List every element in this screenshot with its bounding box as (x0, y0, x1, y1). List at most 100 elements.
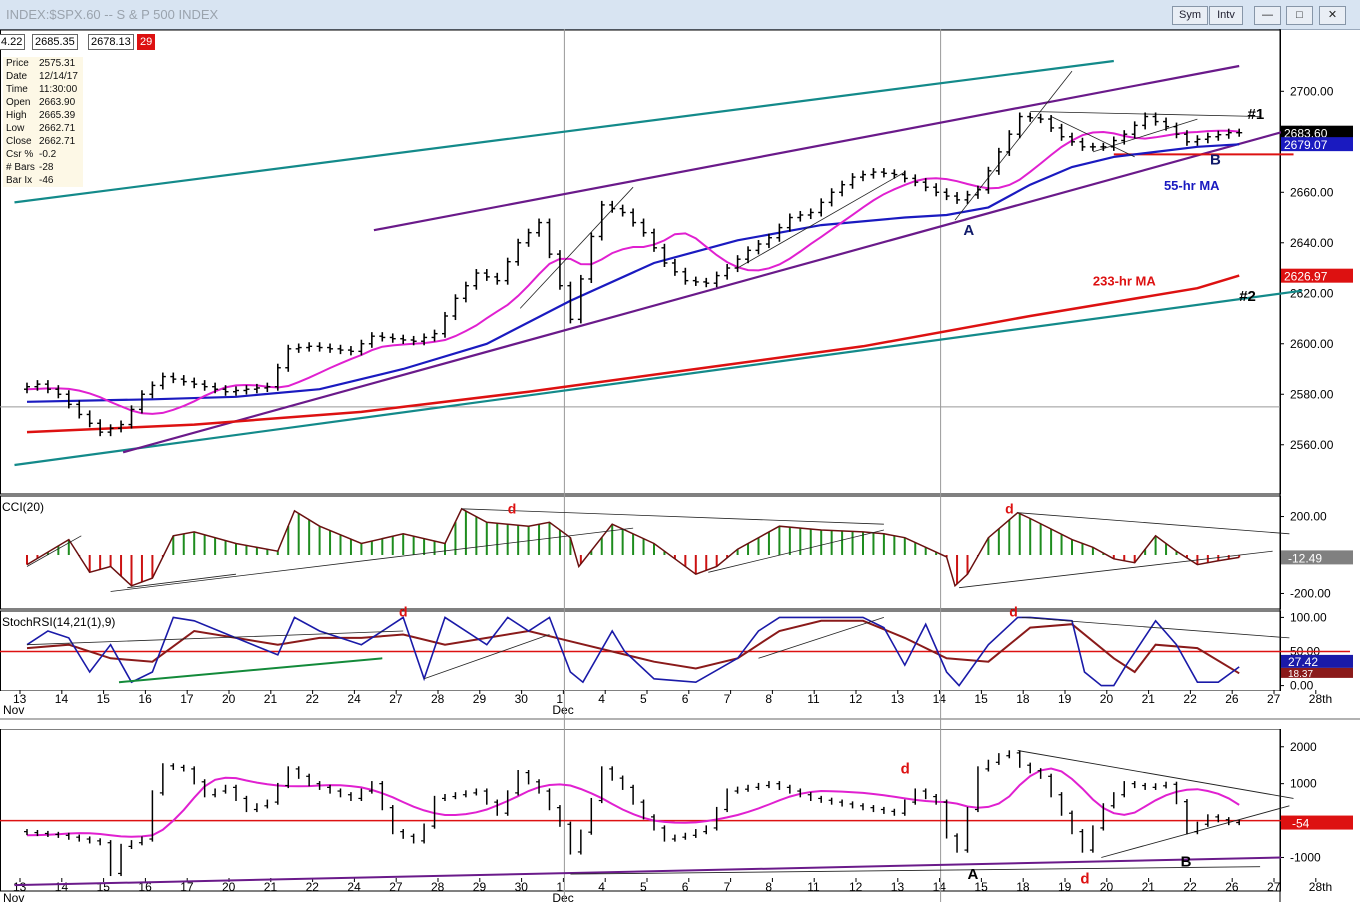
window-titlebar: INDEX:$SPX.60 -- S & P 500 INDEX Sym Int… (0, 0, 1360, 30)
stochrsi-signal-label: 18.37 (1288, 669, 1313, 680)
breadth-annotation: A (968, 866, 979, 883)
date-axis-tick-label: 14 (55, 692, 69, 706)
date-axis-tick-label: 4 (598, 692, 605, 706)
ma233-line (26, 274, 1240, 434)
stochrsi-line (26, 616, 1240, 687)
data-box-label: Price (6, 58, 29, 69)
date-axis-bottom-tick-label: 11 (807, 880, 820, 894)
trendline (519, 186, 634, 309)
stochrsi-title: StochRSI(14,21(1),9) (2, 615, 115, 629)
date-axis-tick-label: 19 (1058, 692, 1072, 706)
last-value-label: 2679.07 (1284, 138, 1328, 152)
y-tick-label: 0.00 (1290, 679, 1314, 693)
date-axis-tick-label: 1 (556, 692, 563, 706)
data-box-label: Open (6, 97, 31, 108)
data-box-row: High 2665.39 (3, 109, 83, 122)
date-axis-tick-label: 7 (724, 692, 731, 706)
data-box-value: -28 (39, 162, 54, 173)
toolbar-value-low: 2678.13 (88, 34, 134, 50)
minimize-icon[interactable]: — (1254, 6, 1281, 25)
restore-icon[interactable]: □ (1286, 6, 1313, 25)
price-annotation: 233-hr MA (1093, 274, 1156, 289)
date-axis-bottom-tick-label: 20 (1100, 880, 1114, 894)
stochrsi-annotation: d (399, 604, 408, 620)
trendline (1050, 116, 1135, 158)
date-axis-tick-label: 14 (933, 692, 947, 706)
date-axis-tick-label: 29 (473, 692, 487, 706)
date-axis-bottom-tick-label: 22 (306, 880, 320, 894)
breadth-annotation: B (1181, 854, 1192, 871)
date-axis-tick-label: 13 (13, 692, 27, 706)
data-box-value: 2665.39 (39, 110, 76, 121)
date-axis-tick-label: 15 (974, 692, 988, 706)
date-axis-bottom-tick-label: 13 (13, 880, 27, 894)
teal-channel-line (14, 289, 1303, 467)
data-box-value: 2575.31 (39, 58, 76, 69)
date-axis-bottom-tick-label: 7 (724, 880, 731, 894)
data-box-row: Time 11:30:00 (3, 83, 83, 96)
y-tick-label: 2000 (1290, 740, 1317, 754)
date-axis-bottom-tick-label: 15 (974, 880, 988, 894)
date-axis-month-label: Dec (552, 703, 573, 717)
date-axis-bottom-tick-label: 21 (1142, 880, 1156, 894)
date-axis-bottom-tick-label: 13 (891, 880, 905, 894)
date-axis-bottom-tick-label: 4 (598, 880, 605, 894)
purple-channel-line (122, 125, 1303, 454)
purple-channel-line (373, 64, 1240, 232)
data-box-label: # Bars (6, 162, 35, 173)
cci-trendline (1017, 512, 1290, 535)
cci-trendline (26, 535, 82, 567)
last-value-badge (1281, 268, 1353, 283)
toolbar-value-high: 2685.35 (32, 34, 78, 50)
data-box-value: 2662.71 (39, 136, 76, 147)
panel-frame-cci (0, 495, 1281, 610)
breadth-annotation: d (901, 760, 910, 777)
date-axis-tick-label: 28th (1309, 692, 1332, 706)
price-annotation: A (963, 222, 974, 239)
date-axis-tick-label: 12 (849, 692, 863, 706)
data-box-row: Close 2662.71 (3, 135, 83, 148)
stochrsi-trendline (1021, 617, 1290, 639)
data-box-row: Open 2663.90 (3, 96, 83, 109)
cci-title: CCI(20) (2, 500, 44, 514)
stochrsi-last-label: 27.42 (1288, 655, 1318, 669)
trendline (737, 171, 905, 269)
breadth-last-label: -54 (1292, 817, 1310, 831)
stochrsi-trendline (26, 630, 404, 646)
date-axis-bottom-tick-label: 27 (389, 880, 403, 894)
date-axis-tick-label: 24 (347, 692, 361, 706)
data-box-value: 11:30:00 (39, 84, 78, 95)
symbol-button[interactable]: Sym (1172, 6, 1208, 25)
stochrsi-signal-badge (1281, 667, 1353, 678)
close-icon[interactable]: ✕ (1319, 6, 1346, 25)
date-axis-month-label: Nov (3, 703, 24, 717)
y-tick-label: 2580.00 (1290, 387, 1334, 401)
date-axis-band (0, 691, 1360, 729)
y-tick-label: -1000 (1290, 850, 1321, 864)
date-axis-bottom-tick-label: 12 (849, 880, 863, 894)
y-tick-label: 2660.00 (1290, 185, 1334, 199)
cci-trendline (127, 573, 237, 589)
stochrsi-trendline (758, 617, 885, 659)
date-axis-bottom-tick-label: 21 (264, 880, 278, 894)
trendline (954, 70, 1073, 221)
date-axis-bottom-tick-label: 1 (556, 880, 563, 894)
date-axis-bottom-month-label: Dec (552, 891, 573, 902)
cci-annotation: d (1005, 501, 1014, 517)
date-axis-tick-label: 21 (264, 692, 278, 706)
date-axis-tick-label: 27 (1267, 692, 1281, 706)
date-axis-bottom-tick-label: 8 (765, 880, 772, 894)
date-axis-tick-label: 22 (306, 692, 320, 706)
date-axis-bottom-tick-label: 29 (473, 880, 487, 894)
breadth-purple-line (14, 856, 1282, 887)
date-axis-tick-label: 20 (222, 692, 236, 706)
cci-line (26, 507, 1240, 588)
interval-button[interactable]: Intv (1209, 6, 1243, 25)
date-axis-bottom-tick-label: 19 (1058, 880, 1072, 894)
stochrsi-trendline (423, 634, 550, 680)
date-axis-tick-label: 16 (138, 692, 152, 706)
data-box-row: # Bars -28 (3, 161, 83, 174)
breadth-trendline (570, 866, 1261, 875)
date-axis-bottom-tick-label: 16 (138, 880, 152, 894)
y-tick-label: 2640.00 (1290, 236, 1334, 250)
